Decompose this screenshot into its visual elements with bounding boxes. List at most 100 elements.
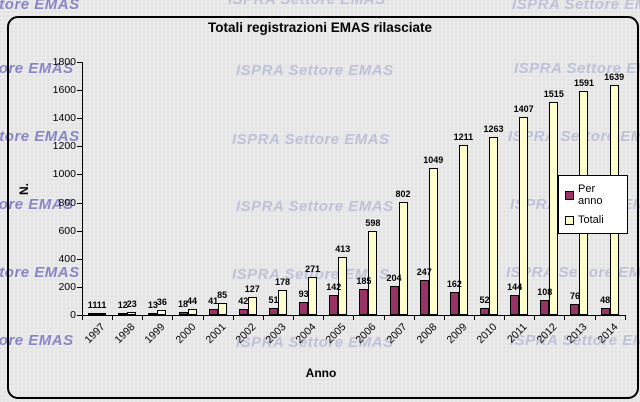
bar-per-anno-2007 bbox=[389, 286, 399, 315]
y-axis-tick bbox=[77, 174, 82, 176]
data-label-per-anno-1999: 13 bbox=[147, 300, 158, 311]
data-label-per-anno-2002: 42 bbox=[238, 296, 249, 307]
data-label-per-anno-2003: 51 bbox=[268, 294, 279, 305]
bar-totali-1999 bbox=[157, 309, 167, 315]
data-label-per-anno-2007: 204 bbox=[386, 273, 402, 284]
y-axis-tick-label: 400 bbox=[58, 252, 76, 265]
data-label-totali-2007: 802 bbox=[395, 189, 411, 200]
x-axis-tick bbox=[202, 316, 204, 320]
bar-per-anno-2005 bbox=[329, 295, 339, 315]
data-label-per-anno-2010: 52 bbox=[479, 294, 490, 305]
bar-per-anno-1999 bbox=[148, 313, 158, 316]
y-axis-tick bbox=[77, 230, 82, 232]
data-label-totali-2011: 1407 bbox=[513, 104, 534, 115]
data-label-totali-2004: 271 bbox=[305, 263, 321, 274]
data-label-per-anno-2008: 247 bbox=[416, 267, 432, 278]
y-axis-tick bbox=[77, 258, 82, 260]
x-axis-tick bbox=[142, 316, 144, 320]
watermark-text: ISPRA Settore EMAS bbox=[228, 0, 386, 8]
bar-per-anno-2014 bbox=[600, 308, 610, 315]
data-label-per-anno-2009: 162 bbox=[446, 279, 462, 290]
bar-per-anno-2006 bbox=[359, 288, 369, 315]
data-label-per-anno-2001: 41 bbox=[208, 296, 219, 307]
x-axis-tick bbox=[473, 316, 475, 320]
data-label-totali-1998: 23 bbox=[126, 298, 137, 309]
data-label-totali-2013: 1591 bbox=[573, 78, 594, 89]
x-axis-tick bbox=[383, 316, 385, 320]
bar-totali-2011 bbox=[519, 117, 529, 315]
x-axis-tick bbox=[443, 316, 445, 320]
y-axis-title: N. bbox=[17, 183, 31, 195]
bar-per-anno-2000 bbox=[178, 312, 188, 315]
y-axis-tick-label: 1000 bbox=[52, 168, 76, 181]
x-axis-tick bbox=[112, 316, 114, 320]
x-axis-tick bbox=[293, 316, 295, 320]
x-axis-tick bbox=[232, 316, 234, 320]
y-axis-tick-label: 600 bbox=[58, 224, 76, 237]
data-label-totali-1997: 11 bbox=[96, 300, 107, 311]
bar-totali-2007 bbox=[398, 202, 408, 315]
bar-totali-2012 bbox=[549, 102, 559, 315]
bar-per-anno-1997 bbox=[88, 313, 98, 316]
bar-per-anno-2008 bbox=[419, 280, 429, 315]
data-label-totali-2003: 178 bbox=[274, 276, 290, 287]
data-label-totali-1999: 36 bbox=[156, 296, 167, 307]
bar-per-anno-2010 bbox=[480, 307, 490, 315]
watermark-text: ISPRA Settore EMAS bbox=[0, 0, 80, 13]
y-axis-tick-label: 1600 bbox=[52, 84, 76, 97]
chart-title: Totali registrazioni EMAS rilasciate bbox=[207, 20, 433, 35]
bar-totali-1998 bbox=[127, 311, 137, 315]
legend-item-per-anno: Per anno bbox=[565, 183, 621, 207]
data-label-totali-2008: 1049 bbox=[423, 154, 444, 165]
x-axis-title: Anno bbox=[305, 366, 337, 380]
y-axis-tick bbox=[77, 315, 82, 316]
data-label-per-anno-2005: 142 bbox=[326, 282, 342, 293]
y-axis-tick-label: 1800 bbox=[52, 56, 76, 68]
data-label-totali-2000: 44 bbox=[187, 295, 198, 306]
data-label-per-anno-1998: 12 bbox=[117, 300, 128, 311]
x-axis-tick bbox=[82, 316, 83, 320]
x-axis-tick bbox=[353, 316, 355, 320]
bar-per-anno-2009 bbox=[449, 292, 459, 315]
y-axis-tick bbox=[77, 118, 82, 120]
bar-totali-2001 bbox=[217, 303, 227, 315]
data-label-per-anno-1997: 11 bbox=[87, 300, 98, 311]
bar-per-anno-2002 bbox=[238, 309, 248, 315]
chart-frame bbox=[7, 16, 639, 399]
y-axis-line bbox=[82, 62, 83, 316]
legend-swatch-per-anno bbox=[565, 190, 574, 200]
bar-totali-2009 bbox=[458, 144, 468, 315]
data-label-per-anno-2006: 185 bbox=[356, 275, 372, 286]
x-axis-tick bbox=[413, 316, 415, 320]
x-axis-line bbox=[82, 315, 626, 316]
y-axis-tick-label: 0 bbox=[70, 309, 76, 321]
bar-totali-2004 bbox=[308, 276, 318, 315]
data-label-totali-2012: 1515 bbox=[543, 89, 564, 100]
data-label-totali-2001: 85 bbox=[217, 290, 228, 301]
data-label-totali-2005: 413 bbox=[335, 243, 351, 254]
bar-per-anno-2012 bbox=[540, 299, 550, 315]
y-axis-tick-label: 200 bbox=[58, 280, 76, 293]
chart-legend: Per anno Totali bbox=[558, 175, 628, 234]
bar-totali-2006 bbox=[368, 230, 378, 315]
y-axis-tick-label: 1200 bbox=[52, 140, 76, 153]
y-axis-tick bbox=[77, 90, 82, 92]
bar-totali-2003 bbox=[277, 289, 287, 315]
x-axis-tick bbox=[534, 316, 536, 320]
y-axis-tick bbox=[77, 62, 82, 63]
bar-totali-1997 bbox=[97, 313, 107, 316]
data-label-totali-2006: 598 bbox=[365, 217, 381, 228]
bar-per-anno-2011 bbox=[510, 294, 520, 315]
data-label-totali-2010: 1263 bbox=[483, 124, 504, 135]
data-label-per-anno-2000: 18 bbox=[178, 299, 189, 310]
x-axis-tick bbox=[262, 316, 264, 320]
legend-item-totali: Totali bbox=[565, 214, 621, 226]
bar-totali-2002 bbox=[247, 297, 257, 315]
x-axis-tick bbox=[172, 316, 174, 320]
y-axis-tick-label: 800 bbox=[58, 196, 76, 209]
bar-totali-2005 bbox=[338, 256, 348, 315]
bar-totali-2008 bbox=[428, 167, 438, 315]
data-label-per-anno-2014: 48 bbox=[600, 295, 611, 306]
y-axis-tick bbox=[77, 202, 82, 204]
